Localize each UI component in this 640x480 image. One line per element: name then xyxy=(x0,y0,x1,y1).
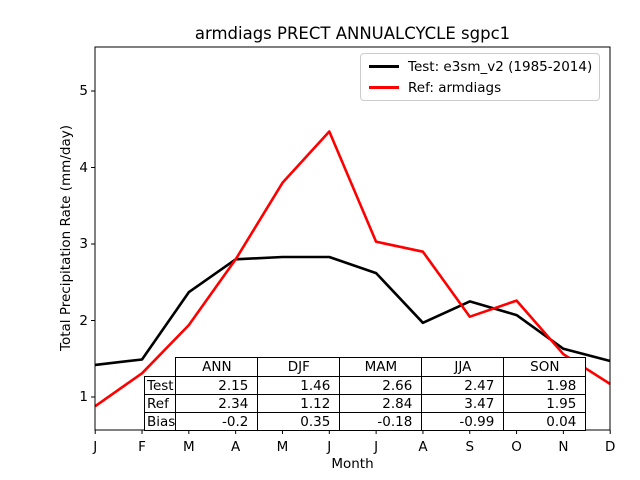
legend-item-ref: Ref: armdiags xyxy=(369,79,599,96)
table-header-cell: ANN xyxy=(175,357,259,377)
y-tick-label: 2 xyxy=(79,312,88,329)
table-cell: 2.34 xyxy=(175,394,259,413)
table-cell: 1.95 xyxy=(503,394,587,413)
table-row: Bias -0.2 0.35 -0.18 -0.99 0.04 xyxy=(143,412,587,431)
table-cell: 0.04 xyxy=(503,412,587,431)
ref-series-line xyxy=(94,130,611,408)
table-row-label: Test xyxy=(143,376,177,395)
x-tick-label: J xyxy=(327,439,332,455)
x-tick-label: N xyxy=(558,439,569,455)
x-tick-label: M xyxy=(276,439,289,455)
x-tick-label: D xyxy=(605,439,616,455)
table-cell: -0.99 xyxy=(421,412,505,431)
y-tick-label: 4 xyxy=(79,159,88,176)
x-axis-label: Month xyxy=(331,456,374,472)
x-tick-label: J xyxy=(93,439,98,455)
test-line-sample xyxy=(369,65,399,68)
table-header-cell: JJA xyxy=(421,357,505,377)
table-cell: 2.84 xyxy=(339,394,423,413)
y-tick-label: 1 xyxy=(79,389,88,405)
table-header-cell: DJF xyxy=(257,357,341,377)
test-series-line xyxy=(95,255,611,367)
y-tick-label: 5 xyxy=(79,83,88,99)
table-header-row: ANN DJF MAM JJA SON xyxy=(145,357,587,377)
x-tick-label: O xyxy=(511,439,522,455)
table-cell: 1.46 xyxy=(257,376,341,395)
legend-item-test: Test: e3sm_v2 (1985-2014) xyxy=(369,58,599,75)
table-row-label: Ref xyxy=(143,394,177,413)
stats-table: ANN DJF MAM JJA SON Test 2.15 1.46 2.66 2.47 1.98 R… xyxy=(143,357,587,431)
x-tick-label: F xyxy=(138,439,146,455)
table-cell: 2.66 xyxy=(339,376,423,395)
table-cell: 3.47 xyxy=(421,394,505,413)
table-header-cell: SON xyxy=(503,357,587,377)
table-cell: -0.18 xyxy=(339,412,423,431)
x-tick-label: S xyxy=(465,439,475,455)
x-tick-label: A xyxy=(418,439,428,455)
legend-label-test: Test: e3sm_v2 (1985-2014) xyxy=(408,58,593,75)
table-cell: 2.47 xyxy=(421,376,505,395)
table-cell: 2.15 xyxy=(175,376,259,395)
table-row: Ref 2.34 1.12 2.84 3.47 1.95 xyxy=(143,394,587,413)
x-tick-label: J xyxy=(374,439,379,455)
table-cell: 0.35 xyxy=(257,412,341,431)
ref-line-sample xyxy=(369,86,399,89)
x-tick-label: M xyxy=(183,439,195,455)
x-tick-label: A xyxy=(231,439,241,455)
y-tick-label: 3 xyxy=(79,236,88,252)
table-cell: -0.2 xyxy=(175,412,259,431)
table-row: Test 2.15 1.46 2.66 2.47 1.98 xyxy=(143,376,587,395)
legend-label-ref: Ref: armdiags xyxy=(408,79,502,96)
table-row-label: Bias xyxy=(143,412,177,431)
chart-title: armdiags PRECT ANNUALCYCLE sgpc1 xyxy=(194,24,511,43)
table-cell: 1.12 xyxy=(257,394,341,413)
legend: Test: e3sm_v2 (1985-2014) Ref: armdiags xyxy=(360,53,600,101)
table-cell: 1.98 xyxy=(503,376,587,395)
table-corner-cell xyxy=(145,358,176,377)
table-header-cell: MAM xyxy=(339,357,423,377)
